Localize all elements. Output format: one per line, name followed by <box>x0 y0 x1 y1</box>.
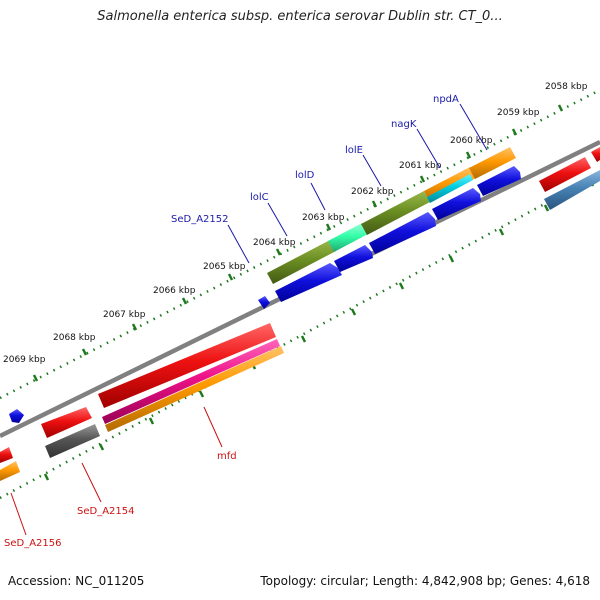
gene-orange-a2156 <box>0 461 20 481</box>
gene-blue-2 <box>334 245 373 272</box>
gene-label-sed-a2152: SeD_A2152 <box>171 214 229 225</box>
gene-blue-5 <box>477 166 521 196</box>
tick-label-2061: 2061 kbp <box>399 161 442 171</box>
tick-label-2059: 2059 kbp <box>497 108 540 118</box>
tick-label-2062: 2062 kbp <box>351 187 394 197</box>
tick-label-2068: 2068 kbp <box>53 333 96 343</box>
tick-label-2067: 2067 kbp <box>103 310 146 320</box>
gene-steelblue <box>544 170 600 210</box>
gene-cyan-nagk <box>427 174 473 203</box>
outer-ruler-dots <box>0 88 600 400</box>
tick-label-2064: 2064 kbp <box>253 238 296 248</box>
tick-label-2060: 2060 kbp <box>450 136 493 146</box>
tick-label-2069: 2069 kbp <box>3 355 46 365</box>
leader-lolc <box>267 202 288 237</box>
gene-label-mfd: mfd <box>217 451 237 462</box>
outer-tick-marks <box>32 104 564 382</box>
gene-red-a2156 <box>0 447 13 463</box>
gene-orange-mfd <box>105 346 284 432</box>
gene-olive-right <box>361 191 430 235</box>
gene-olive-left <box>267 240 336 284</box>
map-title: Salmonella enterica subsp. enterica sero… <box>97 9 503 24</box>
leader-npda <box>459 103 488 151</box>
tick-label-2066: 2066 kbp <box>153 286 196 296</box>
gene-label-lold: lolD <box>295 170 315 181</box>
gene-red-topright <box>539 157 591 192</box>
tick-label-2058: 2058 kbp <box>545 82 588 92</box>
gene-label-lolc: lolC <box>250 192 269 203</box>
tick-label-2065: 2065 kbp <box>203 262 246 272</box>
leader-lole <box>362 154 382 187</box>
gene-label-sed-a2156: SeD_A2156 <box>4 538 62 549</box>
tick-label-2063: 2063 kbp <box>302 213 345 223</box>
gene-red-a2154 <box>41 407 92 438</box>
gene-blue-1 <box>275 263 342 302</box>
gene-blue-3 <box>369 212 436 254</box>
genome-summary: Topology: circular; Length: 4,842,908 bp… <box>260 574 590 588</box>
gene-red-mfd <box>98 323 276 408</box>
gene-blue-small-left <box>9 409 24 423</box>
gene-label-lole: lolE <box>345 145 363 156</box>
gene-magenta-mfd <box>102 339 280 424</box>
leader-lold <box>310 182 326 211</box>
inner-tick-marks <box>43 179 595 481</box>
leader-sed-a2154 <box>81 462 102 503</box>
leader-sed-a2156 <box>10 492 27 536</box>
leader-sed-a2152 <box>227 224 250 264</box>
gene-label-sed-a2154: SeD_A2154 <box>77 506 135 517</box>
gene-red-edge <box>591 147 600 162</box>
leader-mfd <box>203 406 223 448</box>
leader-nagk <box>416 128 441 169</box>
gene-blue-small-mid <box>258 296 270 309</box>
gene-orange-right <box>469 147 516 179</box>
gene-gray-a2154 <box>45 424 100 458</box>
gene-blue-4 <box>432 188 481 220</box>
gene-label-npda: npdA <box>433 94 459 105</box>
gene-label-nagk: nagK <box>391 119 417 130</box>
gene-aquamarine <box>328 223 368 252</box>
accession-label: Accession: NC_011205 <box>8 574 145 588</box>
